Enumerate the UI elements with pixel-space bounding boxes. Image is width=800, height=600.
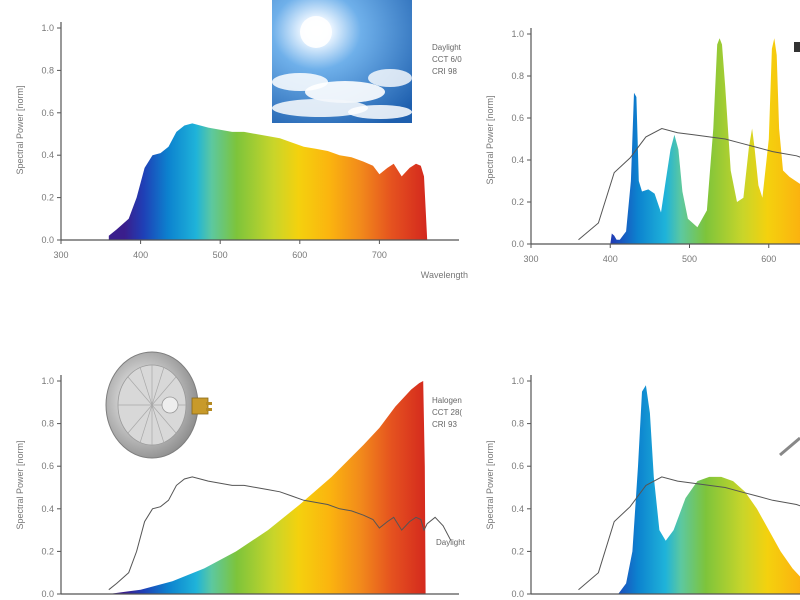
x-tick-label: 600 xyxy=(761,254,776,264)
series-line-reference xyxy=(578,476,800,591)
series-label-daylight: Daylight xyxy=(436,538,466,547)
x-tick-label: 300 xyxy=(523,254,538,264)
series-line-reference xyxy=(578,127,800,241)
y-tick-label: 0.4 xyxy=(511,504,524,514)
sky-photo xyxy=(272,0,412,123)
y-tick-label: 0.4 xyxy=(41,150,54,160)
y-tick-label: 0.6 xyxy=(41,108,54,118)
series-area-spectrum xyxy=(108,123,428,240)
y-tick-label: 1.0 xyxy=(511,29,524,39)
x-tick-label: 700 xyxy=(372,250,387,260)
x-tick-label: 400 xyxy=(133,250,148,260)
y-tick-label: 0.0 xyxy=(41,589,54,599)
y-axis-label: Spectral Power [norm] xyxy=(485,440,495,529)
y-tick-label: 0.2 xyxy=(511,546,524,556)
y-axis-label: Spectral Power [norm] xyxy=(15,85,25,174)
y-tick-label: 0.6 xyxy=(511,461,524,471)
y-tick-label: 0.4 xyxy=(511,155,524,165)
x-tick-label: 500 xyxy=(213,250,228,260)
x-tick-label: 300 xyxy=(53,250,68,260)
halogen-lamp-photo xyxy=(105,351,212,459)
annotation-line-2: CCT 6/0 xyxy=(432,55,462,64)
series-area-spectrum xyxy=(618,385,800,594)
cropped-photo-edge xyxy=(794,42,800,52)
chart-white-led: 0.0 0.2 0.4 0.6 0.8 1.0 Spectral Power [norm] xyxy=(485,375,800,599)
y-tick-label: 0.2 xyxy=(41,546,54,556)
series-line-reference xyxy=(108,476,452,591)
x-tick-label: 500 xyxy=(682,254,697,264)
series-area-spectrum xyxy=(108,381,426,594)
annotation-line-3: CRI 98 xyxy=(432,67,457,76)
annotation-line-2: CCT 28( xyxy=(432,408,462,417)
y-tick-label: 0.8 xyxy=(511,71,524,81)
cropped-photo-edge xyxy=(779,436,800,457)
y-axis-label: Spectral Power [norm] xyxy=(15,440,25,529)
y-tick-label: 0.8 xyxy=(511,419,524,429)
y-tick-label: 0.0 xyxy=(511,589,524,599)
x-tick-label: 400 xyxy=(603,254,618,264)
y-tick-label: 0.2 xyxy=(41,193,54,203)
y-tick-label: 0.6 xyxy=(41,461,54,471)
y-tick-label: 0.0 xyxy=(511,239,524,249)
x-tick-label: 600 xyxy=(292,250,307,260)
chart-narrowband-spectrum: 0.0 0.2 0.4 0.6 0.8 1.0 300 400 500 600 Spectral … xyxy=(485,28,800,264)
y-tick-label: 1.0 xyxy=(511,376,524,386)
series-area-spectrum xyxy=(610,38,800,244)
y-tick-label: 0.6 xyxy=(511,113,524,123)
y-tick-label: 0.8 xyxy=(41,419,54,429)
y-tick-label: 0.2 xyxy=(511,197,524,207)
annotation-line-1: Halogen xyxy=(432,396,462,405)
chart-daylight: 0.0 0.2 0.4 0.6 0.8 1.0 300 400 500 600 700 Spectr… xyxy=(15,0,468,280)
annotation-line-3: CRI 93 xyxy=(432,420,457,429)
y-tick-label: 0.8 xyxy=(41,65,54,75)
y-tick-label: 1.0 xyxy=(41,376,54,386)
annotation-line-1: Daylight xyxy=(432,43,462,52)
y-tick-label: 1.0 xyxy=(41,23,54,33)
x-axis-label: Wavelength xyxy=(421,270,468,280)
chart-halogen: 0.0 0.2 0.4 0.6 0.8 1.0 Spectral Power [norm]… xyxy=(15,351,466,599)
y-tick-label: 0.0 xyxy=(41,235,54,245)
y-tick-label: 0.4 xyxy=(41,504,54,514)
y-axis-label: Spectral Power [norm] xyxy=(485,95,495,184)
